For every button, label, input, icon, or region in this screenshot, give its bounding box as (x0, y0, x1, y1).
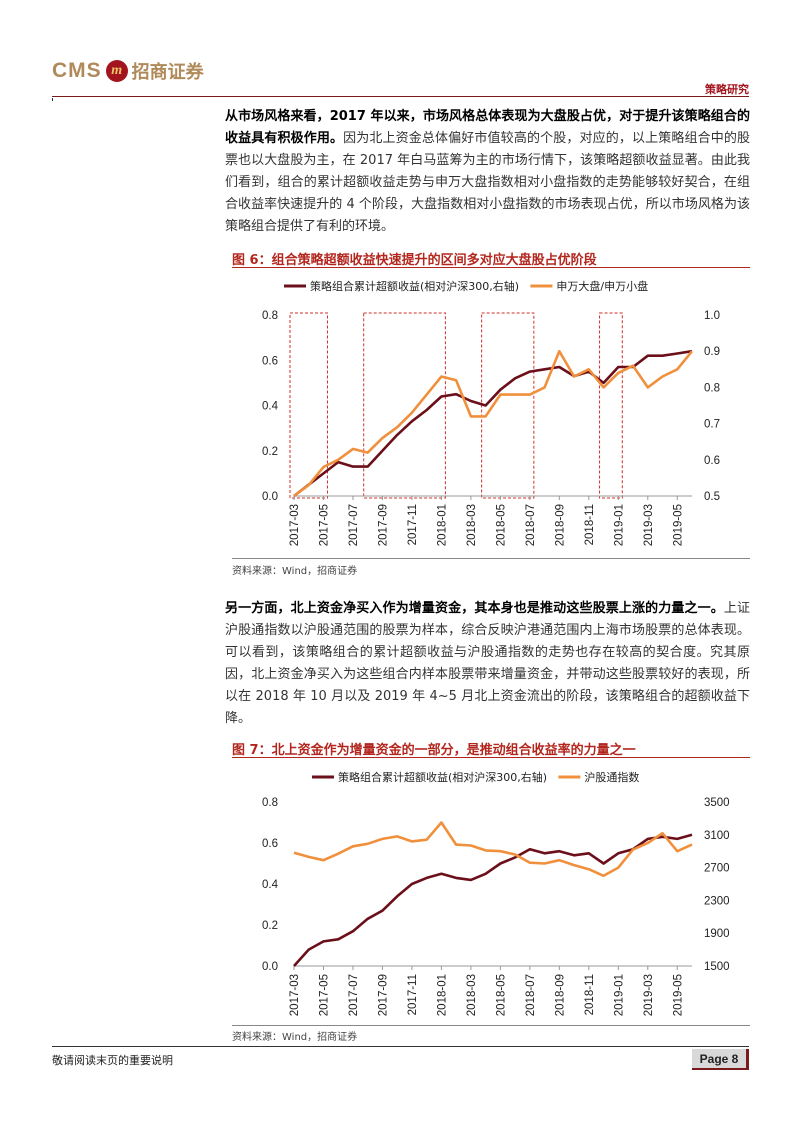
legend-label: 策略组合累计超额收益(相对沪深300,右轴) (338, 770, 547, 784)
figure-6-source-rule (232, 558, 750, 559)
y-right-tick-label: 0.5 (704, 491, 720, 503)
highlight-range-0 (289, 312, 328, 499)
y-right-tick-label: 2700 (704, 863, 730, 875)
figure-6-chart: 策略组合累计超额收益(相对沪深300,右轴) 申万大盘/申万小盘 0.0 0.2 0.4… (262, 279, 720, 546)
series-line-1 (293, 349, 694, 498)
x-tick-label: 2019-01 (613, 504, 625, 546)
y-right-tick-label: 0.7 (704, 419, 720, 431)
x-tick-label: 2017-07 (348, 974, 360, 1016)
legend-label: 策略组合累计超额收益(相对沪深300,右轴) (310, 279, 519, 293)
x-tick-label: 2017-09 (377, 974, 389, 1016)
paragraph-body: 上证沪股通指数以沪股通范围的股票为样本，综合反映沪港通范围内上海市场股票的总体表… (225, 601, 750, 726)
x-tick-label: 2018-01 (436, 504, 448, 546)
series-line-0 (293, 833, 693, 967)
x-tick-label: 2017-03 (289, 504, 301, 546)
x-tick-label: 2018-07 (525, 974, 537, 1016)
figure-7-title: 图 7：北上资金作为增量资金的一部分，是推动组合收益率的力量之一 (232, 743, 636, 758)
y-right-tick-label: 1500 (704, 961, 730, 973)
y-left-tick-label: 0.6 (262, 838, 278, 850)
x-tick-label: 2017-07 (348, 504, 360, 546)
highlight-range-1 (363, 312, 446, 499)
x-tick-label: 2017-11 (407, 504, 419, 545)
header-marker (52, 98, 53, 101)
highlight-range-3 (599, 312, 623, 499)
x-tick-label: 2017-09 (377, 504, 389, 546)
figure-6-title-rule (232, 267, 750, 268)
logo-company-name: 招商证券 (131, 62, 204, 83)
series-line-0 (293, 349, 693, 498)
x-tick-label: 2018-09 (554, 974, 566, 1016)
x-tick-label: 2017-05 (318, 504, 330, 546)
figure-6-source: 资料来源：Wind，招商证券 (232, 566, 358, 577)
x-tick-label: 2017-03 (289, 974, 301, 1016)
x-tick-label: 2018-05 (495, 504, 507, 546)
y-right-tick-label: 0.6 (704, 455, 720, 467)
legend-label: 沪股通指数 (584, 770, 639, 784)
paragraph-lead: 从市场风格来看，2017 年以来，市场风格总体表现为大盘股占优，对于提升该策略组… (225, 109, 750, 146)
x-tick-label: 2018-09 (554, 504, 566, 546)
y-right-tick-label: 1900 (704, 928, 730, 940)
x-tick-label: 2017-05 (318, 974, 330, 1016)
y-right-tick-label: 1.0 (704, 310, 720, 322)
logo: CMS m 招商证券 (52, 58, 204, 84)
series-line-1 (293, 821, 693, 878)
y-left-tick-label: 0.2 (262, 446, 278, 458)
logo-mark-icon: m (105, 60, 128, 82)
figure-7-source: 资料来源：Wind，招商证券 (232, 1032, 358, 1043)
y-left-tick-label: 0.8 (262, 797, 278, 809)
highlight-range-2 (481, 312, 535, 499)
header-divider (52, 96, 749, 97)
x-tick-label: 2019-01 (613, 974, 625, 1016)
y-left-tick-label: 0.0 (262, 961, 278, 973)
x-tick-label: 2019-05 (672, 974, 684, 1016)
x-tick-label: 2018-03 (466, 504, 478, 546)
y-right-tick-label: 0.9 (704, 346, 720, 358)
paragraph-market-style: 从市场风格来看，2017 年以来，市场风格总体表现为大盘股占优，对于提升该策略组… (225, 106, 750, 238)
y-right-tick-label: 2300 (704, 895, 730, 907)
report-category: 策略研究 (705, 83, 749, 96)
x-tick-label: 2018-07 (525, 504, 537, 546)
y-left-tick-label: 0.2 (262, 920, 278, 932)
logo-cms: CMS (52, 59, 102, 82)
legend-label: 申万大盘/申万小盘 (556, 279, 648, 293)
footer-disclaimer: 敬请阅读末页的重要说明 (52, 1054, 173, 1067)
y-right-tick-label: 3100 (704, 830, 730, 842)
paragraph-northbound: 另一方面，北上资金净买入作为增量资金，其本身也是推动这些股票上涨的力量之一。上证… (225, 598, 750, 730)
page-number: Page 8 (692, 1049, 749, 1070)
x-tick-label: 2018-11 (584, 504, 596, 545)
y-right-tick-label: 0.8 (704, 382, 720, 394)
x-tick-label: 2019-03 (643, 504, 655, 546)
x-tick-label: 2019-03 (643, 974, 655, 1016)
x-tick-label: 2019-05 (672, 504, 684, 546)
y-left-tick-label: 0.4 (262, 879, 279, 891)
y-left-tick-label: 0.0 (262, 491, 278, 503)
footer-divider (52, 1046, 749, 1047)
figure-6-title: 图 6：组合策略超额收益快速提升的区间多对应大盘股占优阶段 (232, 253, 597, 268)
paragraph-body: 因为北上资金总体偏好市值较高的个股，对应的，以上策略组合中的股票也以大盘股为主，… (225, 131, 750, 234)
figure-7-chart: 策略组合累计超额收益(相对沪深300,右轴) 沪股通指数 0.0 0.2 0.4 0.6 0… (262, 770, 730, 1016)
x-tick-label: 2018-01 (436, 974, 448, 1016)
paragraph-lead: 另一方面，北上资金净买入作为增量资金，其本身也是推动这些股票上涨的力量之一。 (225, 601, 724, 616)
x-tick-label: 2018-11 (584, 974, 596, 1015)
y-right-tick-label: 3500 (704, 797, 730, 809)
figure-7-title-rule (232, 757, 750, 758)
figure-7-source-rule (232, 1025, 750, 1026)
y-left-tick-label: 0.4 (262, 401, 279, 413)
y-left-tick-label: 0.8 (262, 310, 278, 322)
x-tick-label: 2018-03 (466, 974, 478, 1016)
y-left-tick-label: 0.6 (262, 355, 278, 367)
x-tick-label: 2017-11 (407, 974, 419, 1015)
x-tick-label: 2018-05 (495, 974, 507, 1016)
